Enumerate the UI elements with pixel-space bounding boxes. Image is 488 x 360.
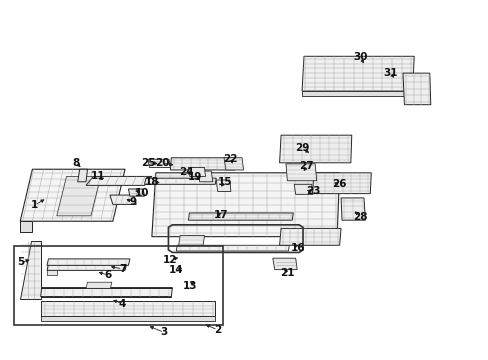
Polygon shape [216,180,230,192]
Text: 28: 28 [352,212,367,221]
Polygon shape [57,176,101,216]
Text: 3: 3 [160,327,167,337]
Bar [14,246,223,325]
Text: 23: 23 [306,186,320,197]
Text: 19: 19 [187,172,202,182]
Text: 1: 1 [31,200,39,210]
Polygon shape [41,316,215,320]
Text: 21: 21 [280,268,294,278]
Polygon shape [176,245,289,251]
Text: 24: 24 [178,167,193,177]
Text: 7: 7 [119,264,126,274]
Text: 2: 2 [214,325,221,335]
Polygon shape [402,73,430,105]
Polygon shape [312,173,370,194]
Polygon shape [188,213,293,220]
Text: 5: 5 [18,257,25,267]
Polygon shape [110,195,136,204]
Text: 18: 18 [144,177,159,187]
Polygon shape [41,288,172,297]
Text: 27: 27 [299,161,314,171]
Polygon shape [340,198,365,220]
Polygon shape [20,169,125,221]
Polygon shape [20,221,32,232]
Polygon shape [78,169,87,182]
Polygon shape [198,171,212,182]
Polygon shape [188,167,205,176]
Text: 31: 31 [383,68,397,78]
Text: 16: 16 [290,243,305,253]
Polygon shape [144,178,216,184]
Text: 14: 14 [168,265,183,275]
Polygon shape [128,189,144,196]
Text: 20: 20 [155,158,169,168]
Polygon shape [294,184,312,194]
Polygon shape [279,135,351,163]
Polygon shape [86,282,112,288]
Text: 25: 25 [141,158,155,168]
Text: 12: 12 [163,255,177,265]
Text: 9: 9 [129,197,137,207]
Polygon shape [47,264,126,270]
Text: 26: 26 [332,179,346,189]
Polygon shape [47,259,130,265]
Text: 29: 29 [294,143,308,153]
Polygon shape [302,56,413,91]
Text: 30: 30 [352,52,367,62]
Text: 8: 8 [73,158,80,168]
Text: 10: 10 [135,188,149,198]
Text: 15: 15 [217,177,232,187]
Polygon shape [224,158,243,170]
Polygon shape [285,164,316,181]
Polygon shape [272,258,297,270]
Polygon shape [302,91,412,96]
Text: 4: 4 [119,299,126,309]
Polygon shape [47,270,57,275]
Text: 6: 6 [104,270,111,280]
Polygon shape [178,235,204,245]
Polygon shape [148,159,170,167]
Polygon shape [41,301,215,316]
Text: 17: 17 [213,210,228,220]
Polygon shape [20,241,41,299]
Polygon shape [152,173,339,237]
Polygon shape [279,228,340,245]
Text: 11: 11 [91,171,105,181]
Text: 22: 22 [223,154,238,164]
Polygon shape [86,176,152,185]
Text: 13: 13 [182,281,197,291]
Polygon shape [170,158,235,170]
